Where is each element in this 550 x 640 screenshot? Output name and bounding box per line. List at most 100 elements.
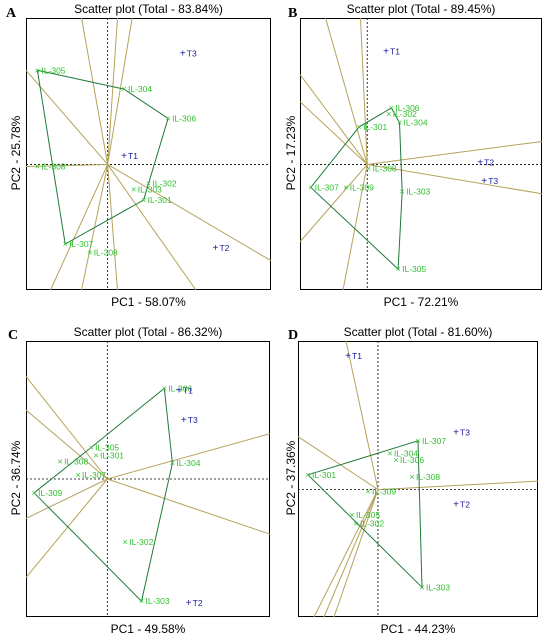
- genotype-marker: ×: [75, 470, 80, 480]
- genotype-marker: ×: [353, 519, 358, 529]
- sector-vector: [299, 74, 368, 165]
- genotype-marker: ×: [139, 596, 144, 606]
- panel-letter: C: [8, 328, 19, 343]
- genotype-point: × IL-305: [88, 442, 119, 452]
- genotype-label: IL-306: [172, 113, 196, 123]
- genotype-marker: ×: [365, 487, 370, 497]
- sector-vector: [367, 163, 543, 195]
- genotype-point: × IL-305: [396, 264, 427, 274]
- genotype-label: IL-304: [176, 458, 200, 468]
- genotype-point: × IL-302: [146, 178, 177, 188]
- genotype-marker: ×: [386, 109, 391, 119]
- sector-vector: [25, 409, 108, 480]
- sector-vector: [367, 140, 543, 165]
- tester-point: + T3: [481, 176, 498, 187]
- tester-point: + T2: [186, 598, 203, 609]
- tester-marker: +: [453, 499, 459, 510]
- genotype-point: × IL-307: [75, 470, 106, 480]
- genotype-marker: ×: [35, 65, 40, 75]
- x-axis-label: PC1 - 72.21%: [383, 295, 459, 309]
- sector-vector: [299, 101, 368, 165]
- genotype-marker: ×: [88, 442, 93, 452]
- genotype-point: × IL-309: [365, 487, 396, 497]
- sector-vector: [107, 17, 133, 165]
- genotype-marker: ×: [58, 456, 63, 466]
- tester-marker: +: [477, 157, 483, 168]
- genotype-label: IL-302: [393, 109, 417, 119]
- tester-label: T3: [187, 49, 197, 59]
- tester-label: T2: [460, 499, 470, 509]
- sector-vector: [325, 17, 368, 165]
- genotype-label: IL-306: [168, 383, 192, 393]
- plot-frame: [298, 341, 538, 617]
- genotype-label: IL-304: [394, 449, 418, 459]
- tester-point: + T1: [383, 46, 400, 57]
- genotype-label: IL-301: [100, 450, 124, 460]
- genotype-label: IL-304: [403, 118, 427, 128]
- genotype-label: IL-306: [395, 103, 419, 113]
- genotype-point: × IL-301: [141, 195, 172, 205]
- plot-frame: [26, 18, 271, 290]
- genotype-marker: ×: [308, 182, 313, 192]
- genotype-point: × IL-308: [58, 456, 89, 466]
- tester-marker: +: [345, 351, 351, 362]
- genotype-marker: ×: [419, 582, 424, 592]
- genotype-label: IL-305: [356, 510, 380, 520]
- genotype-marker: ×: [165, 113, 170, 123]
- genotype-point: × IL-304: [387, 449, 418, 459]
- genotype-point: × IL-301: [305, 470, 336, 480]
- tester-point: + T3: [453, 427, 470, 438]
- sector-vector: [107, 17, 118, 165]
- sector-vector: [107, 164, 197, 291]
- sector-vector: [25, 478, 108, 578]
- genotype-label: IL-308: [41, 162, 65, 172]
- tester-point: + T1: [345, 351, 362, 362]
- scatter-plot-area: × IL-306× IL-305× IL-301× IL-308× IL-307× IL-3…: [25, 341, 271, 617]
- sector-vector: [107, 433, 271, 480]
- tester-label: T3: [188, 415, 198, 425]
- genotype-label: IL-307: [315, 182, 339, 192]
- tester-marker: +: [383, 46, 389, 57]
- y-axis-label: PC2 - 36.74%: [9, 440, 23, 516]
- sector-vector: [25, 69, 109, 165]
- genotype-point: × IL-307: [63, 239, 94, 249]
- sector-vector: [342, 164, 368, 291]
- tester-marker: +: [180, 49, 186, 60]
- plot-frame: [300, 18, 542, 290]
- genotype-label: IL-303: [145, 596, 169, 606]
- genotype-label: IL-308: [416, 472, 440, 482]
- genotype-label: IL-305: [95, 442, 119, 452]
- genotype-marker: ×: [393, 455, 398, 465]
- genotype-point: × IL-308: [366, 164, 397, 174]
- genotype-point: × IL-308: [87, 247, 118, 257]
- genotype-point: × IL-306: [165, 113, 196, 123]
- sector-vector: [323, 489, 379, 618]
- genotype-label: IL-308: [373, 164, 397, 174]
- genotype-point: × IL-304: [170, 458, 201, 468]
- scatter-plot-area: × IL-305× IL-304× IL-306× IL-308× IL-302× IL-3…: [25, 17, 272, 291]
- tester-label: T1: [390, 46, 400, 56]
- genotype-point: × IL-308: [409, 472, 440, 482]
- genotype-label: IL-301: [363, 122, 387, 132]
- genotype-point: × IL-304: [121, 84, 152, 94]
- panel-letter: D: [288, 328, 299, 343]
- y-axis-label: PC2 - 37.36%: [284, 440, 298, 516]
- genotype-point: × IL-309: [32, 488, 63, 498]
- sector-vector: [107, 164, 118, 291]
- tester-marker: +: [181, 415, 187, 426]
- tester-label: T3: [460, 427, 470, 437]
- convex-hull-polygon: [310, 107, 403, 271]
- sector-vector: [25, 478, 108, 519]
- genotype-marker: ×: [141, 195, 146, 205]
- genotype-marker: ×: [387, 449, 392, 459]
- genotype-marker: ×: [87, 247, 92, 257]
- panel-letter: A: [6, 6, 17, 21]
- genotype-marker: ×: [63, 239, 68, 249]
- genotype-label: IL-308: [64, 456, 88, 466]
- genotype-point: × IL-306: [389, 103, 420, 113]
- genotype-label: IL-303: [138, 185, 162, 195]
- scatter-plot-area: × IL-306× IL-302× IL-304× IL-301× IL-308× IL-3…: [299, 17, 543, 291]
- genotype-point: × IL-303: [139, 596, 170, 606]
- genotype-marker: ×: [35, 162, 40, 172]
- genotype-label: IL-304: [128, 84, 152, 94]
